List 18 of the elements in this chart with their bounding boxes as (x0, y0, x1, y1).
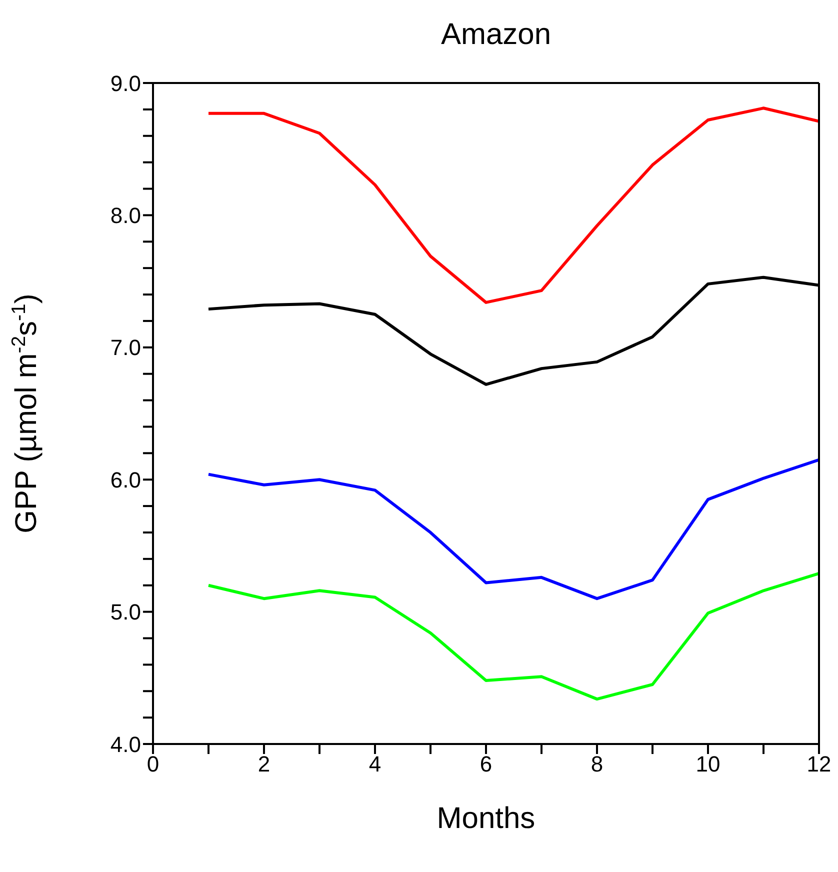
y-tick-label: 9.0 (110, 70, 141, 96)
x-tick-label: 8 (590, 752, 604, 777)
x-tick-label: 6 (480, 752, 492, 777)
x-tick-label: 2 (258, 752, 270, 777)
y-tick-label: 5.0 (110, 600, 141, 625)
line-series (207, 458, 819, 600)
x-tick-label: 0 (146, 752, 160, 777)
line-series (207, 572, 819, 701)
chart-title: Amazon (440, 18, 552, 51)
line-series (207, 106, 819, 304)
x-tick-label: 12 (806, 752, 832, 777)
x-tick-label: 4 (368, 752, 382, 777)
x-tick-label: 10 (696, 752, 720, 777)
y-tick-label: 8.0 (110, 203, 141, 228)
y-tick-label: 7.0 (110, 335, 141, 360)
y-tick-label: 4.0 (110, 732, 141, 757)
x-axis-title: Months (436, 802, 536, 835)
y-tick-label: 6.0 (110, 467, 141, 492)
